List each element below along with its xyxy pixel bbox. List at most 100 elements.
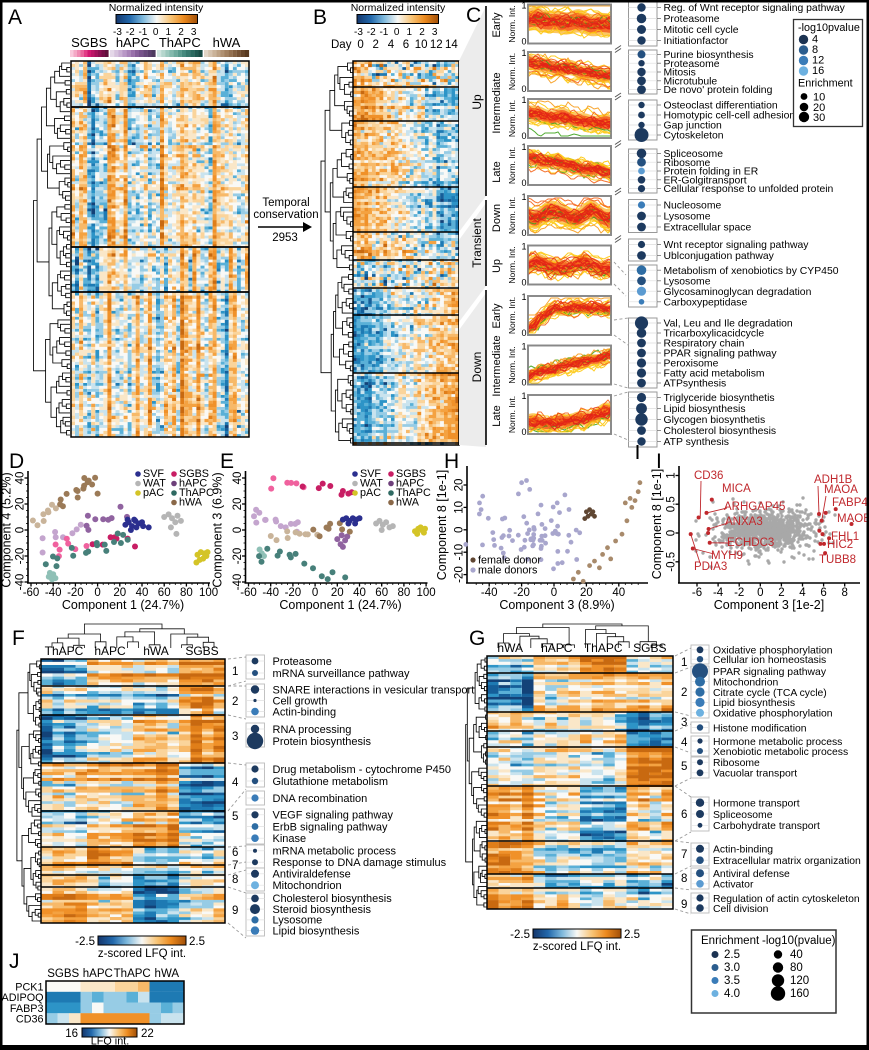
svg-text:0.5: 0.5 [666, 496, 678, 512]
svg-text:9: 9 [232, 905, 238, 917]
svg-text:0: 0 [521, 37, 526, 47]
svg-text:1: 1 [521, 142, 526, 152]
svg-text:PPAR signaling pathway: PPAR signaling pathway [713, 667, 827, 678]
svg-text:LFQ int.: LFQ int. [91, 1035, 129, 1047]
svg-text:1: 1 [521, 342, 526, 352]
svg-text:Component 1 (24.7%): Component 1 (24.7%) [62, 598, 184, 612]
svg-text:1: 1 [521, 242, 526, 252]
svg-text:Ublconjugation pathway: Ublconjugation pathway [664, 251, 775, 262]
svg-text:Transient: Transient [470, 218, 484, 268]
svg-text:ThAPC: ThAPC [584, 641, 623, 655]
svg-text:B: B [313, 6, 327, 29]
svg-text:ARHGAP45: ARHGAP45 [724, 501, 785, 513]
svg-text:Lysosome: Lysosome [664, 212, 711, 223]
svg-text:Vacuolar transport: Vacuolar transport [713, 769, 797, 780]
svg-text:0: 0 [521, 178, 526, 188]
svg-text:Carbohydrate transport: Carbohydrate transport [713, 821, 820, 832]
svg-text:Protein biosynthesis: Protein biosynthesis [273, 736, 372, 748]
svg-text:-20: -20 [513, 587, 530, 599]
svg-text:-4: -4 [713, 587, 724, 599]
svg-text:0: 0 [521, 278, 526, 288]
svg-text:-40: -40 [481, 587, 498, 599]
svg-text:Antiviraldefense: Antiviraldefense [273, 869, 351, 881]
svg-text:Component 8 [1e-1]: Component 8 [1e-1] [435, 470, 449, 581]
svg-text:-2.5: -2.5 [510, 929, 530, 941]
svg-text:14: 14 [445, 39, 458, 51]
svg-text:-20: -20 [232, 548, 244, 565]
svg-text:ThAPC: ThAPC [179, 487, 214, 499]
svg-text:20: 20 [454, 479, 466, 492]
svg-text:Proteasome: Proteasome [664, 59, 720, 70]
svg-text:Down: Down [470, 352, 484, 383]
svg-text:HIC2: HIC2 [827, 539, 853, 551]
svg-text:1: 1 [407, 27, 413, 38]
svg-text:z-scored LFQ int.: z-scored LFQ int. [533, 941, 621, 953]
svg-text:Component 3 (8.9%): Component 3 (8.9%) [499, 598, 614, 612]
svg-text:80: 80 [398, 587, 411, 599]
svg-text:0: 0 [521, 378, 526, 388]
svg-text:0: 0 [551, 587, 557, 599]
svg-text:3.5: 3.5 [724, 975, 740, 987]
svg-text:-40: -40 [262, 587, 279, 599]
svg-text:Day: Day [331, 39, 352, 51]
svg-text:0: 0 [232, 527, 244, 533]
svg-text:MAOB: MAOB [837, 513, 869, 525]
svg-text:3: 3 [432, 27, 438, 38]
svg-text:-40: -40 [15, 574, 27, 591]
svg-text:6: 6 [681, 809, 687, 821]
svg-text:40: 40 [790, 949, 803, 961]
svg-text:ER-Golgitransport: ER-Golgitransport [664, 175, 747, 186]
svg-text:30: 30 [813, 112, 825, 124]
svg-text:2.5: 2.5 [189, 936, 205, 948]
svg-text:I: I [656, 450, 662, 473]
svg-text:Normalized intensity: Normalized intensity [109, 2, 204, 14]
svg-text:0: 0 [15, 527, 27, 533]
svg-text:SVF: SVF [143, 468, 164, 480]
svg-text:0: 0 [521, 328, 526, 338]
svg-text:2: 2 [419, 27, 425, 38]
svg-text:-2: -2 [367, 27, 376, 38]
svg-text:20: 20 [580, 587, 593, 599]
svg-text:16: 16 [812, 65, 824, 77]
svg-text:Oxidative phosphorylation: Oxidative phosphorylation [713, 709, 833, 720]
svg-text:Component 8 [1e-1]: Component 8 [1e-1] [650, 469, 664, 580]
svg-text:40: 40 [612, 587, 625, 599]
svg-text:-log10pvalue: -log10pvalue [798, 22, 860, 34]
svg-text:6: 6 [232, 847, 238, 859]
svg-text:hAPC: hAPC [179, 478, 207, 490]
svg-text:hAPC: hAPC [94, 644, 126, 658]
svg-text:hAPC: hAPC [83, 968, 113, 980]
svg-text:ADIPOQ: ADIPOQ [2, 992, 44, 1004]
svg-text:20: 20 [331, 587, 344, 599]
svg-text:1: 1 [521, 95, 526, 105]
svg-text:Xenobiotic metabolic process: Xenobiotic metabolic process [713, 747, 848, 758]
svg-text:Cell growth: Cell growth [273, 695, 328, 707]
svg-text:FABP3: FABP3 [10, 1003, 44, 1015]
svg-text:Late: Late [491, 161, 503, 182]
svg-text:-40: -40 [232, 574, 244, 591]
svg-text:Norm. Int.: Norm. Int. [507, 396, 517, 433]
svg-text:40: 40 [136, 587, 149, 599]
svg-text:Purine biosynthesis: Purine biosynthesis [664, 50, 754, 61]
svg-text:Ribosome: Ribosome [713, 758, 760, 769]
svg-text:Hormone metabolic process: Hormone metabolic process [713, 737, 842, 748]
svg-text:Steroid biosynthesis: Steroid biosynthesis [273, 904, 372, 916]
svg-text:16: 16 [65, 1028, 78, 1040]
svg-text:male donors: male donors [478, 565, 538, 577]
svg-text:Cellular ion homeostasis: Cellular ion homeostasis [713, 655, 826, 666]
svg-text:Component 3 (6.9%): Component 3 (6.9%) [211, 472, 225, 587]
svg-text:WAT: WAT [143, 478, 166, 490]
svg-text:ATPsynthesis: ATPsynthesis [664, 379, 727, 390]
svg-text:pAC: pAC [360, 487, 381, 499]
svg-text:0: 0 [454, 527, 466, 533]
svg-text:9: 9 [681, 899, 687, 911]
svg-text:Carboxypeptidase: Carboxypeptidase [664, 297, 748, 308]
svg-text:0: 0 [757, 587, 763, 599]
svg-text:2.5: 2.5 [724, 949, 740, 961]
svg-text:CD36: CD36 [16, 1014, 44, 1026]
svg-text:1: 1 [521, 391, 526, 401]
svg-text:Response to DNA damage stimulu: Response to DNA damage stimulus [273, 857, 447, 869]
svg-text:Early: Early [491, 12, 503, 38]
svg-text:VEGF signaling pathway: VEGF signaling pathway [273, 810, 394, 822]
svg-text:PPAR signaling pathway: PPAR signaling pathway [664, 349, 778, 360]
